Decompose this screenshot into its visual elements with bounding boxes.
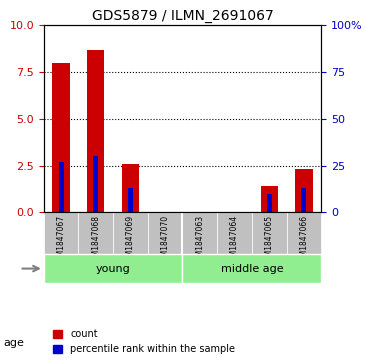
Text: GSM1847068: GSM1847068 <box>91 215 100 266</box>
Text: age: age <box>4 338 24 348</box>
Text: GSM1847066: GSM1847066 <box>299 215 308 266</box>
Bar <box>93 156 99 212</box>
Text: middle age: middle age <box>220 264 283 274</box>
FancyBboxPatch shape <box>44 254 182 283</box>
FancyBboxPatch shape <box>113 212 148 254</box>
Bar <box>128 188 133 212</box>
FancyBboxPatch shape <box>182 212 217 254</box>
FancyBboxPatch shape <box>287 212 321 254</box>
FancyBboxPatch shape <box>148 212 182 254</box>
FancyBboxPatch shape <box>44 212 78 254</box>
Bar <box>266 194 272 212</box>
Text: GSM1847067: GSM1847067 <box>57 215 66 266</box>
Text: GSM1847064: GSM1847064 <box>230 215 239 266</box>
Bar <box>301 188 307 212</box>
Title: GDS5879 / ILMN_2691067: GDS5879 / ILMN_2691067 <box>92 9 273 23</box>
Bar <box>87 50 104 212</box>
FancyBboxPatch shape <box>78 212 113 254</box>
Text: GSM1847063: GSM1847063 <box>195 215 204 266</box>
Bar <box>58 162 64 212</box>
Bar <box>122 164 139 212</box>
Bar <box>295 170 312 212</box>
Text: GSM1847069: GSM1847069 <box>126 215 135 266</box>
Legend: count, percentile rank within the sample: count, percentile rank within the sample <box>49 326 239 358</box>
FancyBboxPatch shape <box>182 254 321 283</box>
Text: young: young <box>96 264 131 274</box>
Bar <box>261 186 278 212</box>
Text: GSM1847065: GSM1847065 <box>265 215 274 266</box>
FancyBboxPatch shape <box>217 212 252 254</box>
FancyBboxPatch shape <box>252 212 287 254</box>
Text: GSM1847070: GSM1847070 <box>161 215 170 266</box>
Bar <box>53 63 70 212</box>
